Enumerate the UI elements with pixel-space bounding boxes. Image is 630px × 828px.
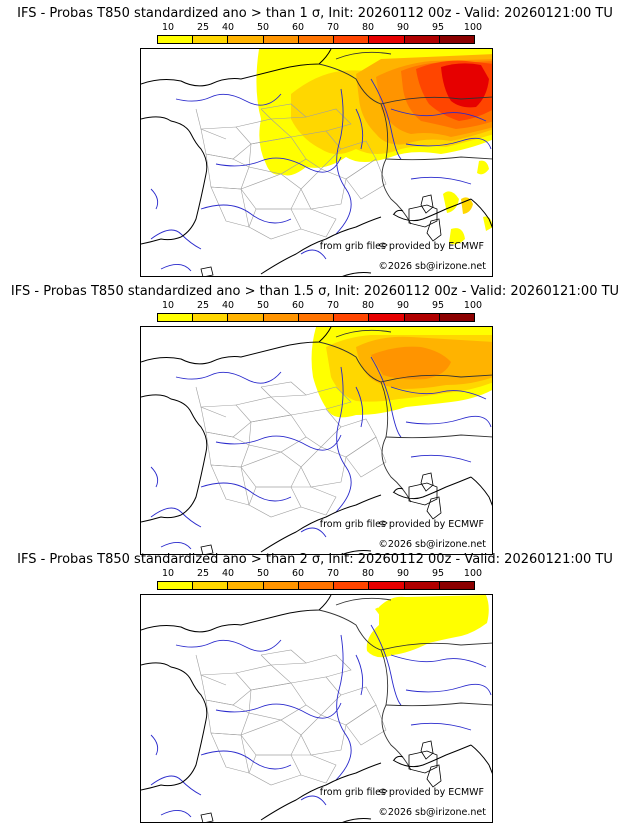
legend-tick: 60 xyxy=(291,568,305,579)
copyright-text: ©2026 sb@irizone.net xyxy=(378,261,486,272)
legend-tick: 60 xyxy=(291,22,305,33)
color-scale-segment xyxy=(228,36,264,43)
map-panel-2: IFS - Probas T850 standardized ano > tha… xyxy=(0,278,630,555)
legend-tick: 25 xyxy=(196,22,210,33)
legend-tick: 95 xyxy=(431,300,445,311)
color-scale-segment xyxy=(404,582,440,589)
legend-ticks: 10 25 40 50 60 70 80 90 95 100 xyxy=(140,569,500,581)
color-scale-bar xyxy=(157,581,475,590)
color-scale-segment xyxy=(334,314,370,321)
copyright-text: ©2026 sb@irizone.net xyxy=(378,807,486,818)
legend-tick: 10 xyxy=(161,568,175,579)
color-scale-segment xyxy=(158,314,194,321)
legend-tick: 25 xyxy=(196,568,210,579)
color-scale-segment xyxy=(228,582,264,589)
legend-tick: 70 xyxy=(326,300,340,311)
legend-tick: 40 xyxy=(221,22,235,33)
color-scale-segment xyxy=(298,36,335,43)
panel-title: IFS - Probas T850 standardized ano > tha… xyxy=(17,552,613,567)
source-credit: from grib files provided by ECMWF xyxy=(319,241,484,252)
legend-tick: 80 xyxy=(361,300,375,311)
legend-tick: 40 xyxy=(221,300,235,311)
map-area: from grib files provided by ECMWF ©2026 … xyxy=(140,48,493,277)
legend-tick: 90 xyxy=(396,300,410,311)
panel-title: IFS - Probas T850 standardized ano > tha… xyxy=(10,284,620,299)
color-scale-segment xyxy=(404,314,440,321)
probability-field xyxy=(311,327,492,418)
legend-tick: 100 xyxy=(463,568,483,579)
source-credit: from grib files provided by ECMWF xyxy=(319,519,484,530)
probability-field xyxy=(366,595,489,658)
legend-tick: 50 xyxy=(256,22,270,33)
color-scale-segment xyxy=(369,36,405,43)
legend-tick: 100 xyxy=(463,22,483,33)
legend-tick: 60 xyxy=(291,300,305,311)
legend-tick: 50 xyxy=(256,300,270,311)
map-panel-1: IFS - Probas T850 standardized ano > tha… xyxy=(0,0,630,277)
legend-tick: 10 xyxy=(161,22,175,33)
probability-field xyxy=(256,49,492,245)
map-area: from grib files provided by ECMWF ©2026 … xyxy=(140,326,493,555)
color-scale-segment xyxy=(263,314,299,321)
panel-title: IFS - Probas T850 standardized ano > tha… xyxy=(17,6,613,21)
color-scale-segment xyxy=(193,36,229,43)
color-scale-segment xyxy=(439,36,474,43)
legend-tick: 25 xyxy=(196,300,210,311)
color-scale-segment xyxy=(439,314,474,321)
legend-tick: 70 xyxy=(326,22,340,33)
color-scale-segment xyxy=(298,314,335,321)
color-scale-segment xyxy=(334,582,370,589)
color-scale-segment xyxy=(263,36,299,43)
color-scale-segment xyxy=(193,582,229,589)
legend-tick: 90 xyxy=(396,568,410,579)
map-canvas xyxy=(141,595,492,822)
color-scale-segment xyxy=(369,314,405,321)
color-scale-segment xyxy=(439,582,474,589)
copyright-text: ©2026 sb@irizone.net xyxy=(378,539,486,550)
color-scale-segment xyxy=(404,36,440,43)
color-scale-bar xyxy=(157,313,475,322)
color-scale-segment xyxy=(263,582,299,589)
color-scale-segment xyxy=(369,582,405,589)
legend-ticks: 10 25 40 50 60 70 80 90 95 100 xyxy=(140,301,500,313)
map-canvas xyxy=(141,49,492,276)
color-scale-segment xyxy=(228,314,264,321)
color-scale-bar xyxy=(157,35,475,44)
legend-tick: 95 xyxy=(431,568,445,579)
map-panel-3: IFS - Probas T850 standardized ano > tha… xyxy=(0,546,630,823)
color-scale-segment xyxy=(298,582,335,589)
color-scale-segment xyxy=(158,36,194,43)
color-scale-segment xyxy=(158,582,194,589)
legend-tick: 40 xyxy=(221,568,235,579)
color-scale-segment xyxy=(334,36,370,43)
legend-tick: 80 xyxy=(361,568,375,579)
source-credit: from grib files provided by ECMWF xyxy=(319,787,484,798)
map-area: from grib files provided by ECMWF ©2026 … xyxy=(140,594,493,823)
legend-tick: 10 xyxy=(161,300,175,311)
legend-tick: 80 xyxy=(361,22,375,33)
legend-tick: 70 xyxy=(326,568,340,579)
legend-tick: 95 xyxy=(431,22,445,33)
legend-tick: 100 xyxy=(463,300,483,311)
legend-tick: 50 xyxy=(256,568,270,579)
legend-ticks: 10 25 40 50 60 70 80 90 95 100 xyxy=(140,23,500,35)
map-canvas xyxy=(141,327,492,554)
color-scale-segment xyxy=(193,314,229,321)
legend-tick: 90 xyxy=(396,22,410,33)
